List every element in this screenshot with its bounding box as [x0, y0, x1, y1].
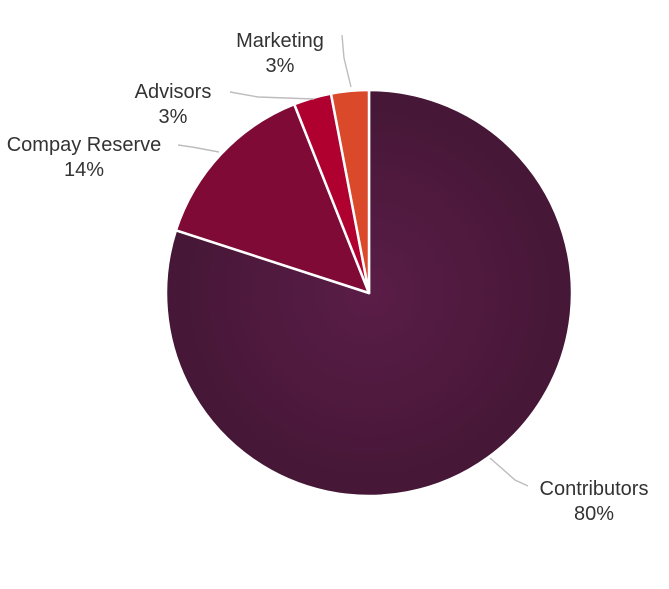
slice-label-contributors: Contributors	[540, 478, 649, 500]
slice-percent-advisors: 3%	[159, 106, 188, 128]
leader-line-advisors	[229, 91, 315, 100]
slice-label-marketing: Marketing	[236, 30, 324, 52]
pie-slice-compay-reserve	[174, 103, 371, 295]
slice-label-advisors: Advisors	[135, 81, 212, 103]
pie-slice-marketing	[329, 88, 371, 295]
leader-line-compay-reserve	[177, 144, 220, 153]
slice-label-compay-reserve: Compay Reserve	[7, 134, 162, 156]
slice-percent-compay-reserve: 14%	[64, 159, 104, 181]
leader-line-contributors	[489, 457, 529, 487]
slice-percent-marketing: 3%	[266, 55, 295, 77]
slice-percent-contributors: 80%	[574, 503, 614, 525]
leader-line-marketing	[341, 34, 352, 88]
